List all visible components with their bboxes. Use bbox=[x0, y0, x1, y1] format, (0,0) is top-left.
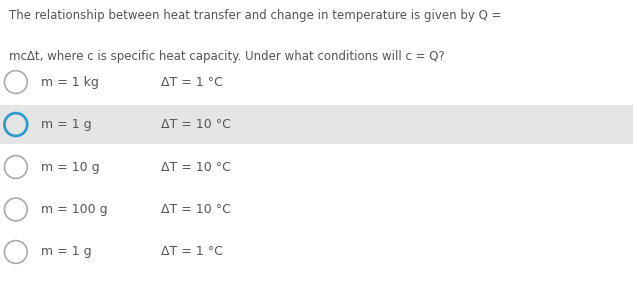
Text: ΔT = 10 °C: ΔT = 10 °C bbox=[161, 203, 231, 216]
Text: m = 1 kg: m = 1 kg bbox=[41, 76, 99, 88]
Text: ΔT = 1 °C: ΔT = 1 °C bbox=[161, 76, 223, 88]
Text: m = 1 g: m = 1 g bbox=[41, 246, 92, 258]
Text: ΔT = 10 °C: ΔT = 10 °C bbox=[161, 161, 231, 173]
Text: ΔT = 1 °C: ΔT = 1 °C bbox=[161, 246, 223, 258]
Text: m = 100 g: m = 100 g bbox=[41, 203, 108, 216]
FancyBboxPatch shape bbox=[0, 105, 633, 144]
Text: m = 10 g: m = 10 g bbox=[41, 161, 100, 173]
Text: The relationship between heat transfer and change in temperature is given by Q =: The relationship between heat transfer a… bbox=[9, 9, 502, 22]
Text: ΔT = 10 °C: ΔT = 10 °C bbox=[161, 118, 231, 131]
Text: m = 1 g: m = 1 g bbox=[41, 118, 92, 131]
Text: mcΔt, where c is specific heat capacity. Under what conditions will c = Q?: mcΔt, where c is specific heat capacity.… bbox=[9, 50, 445, 63]
